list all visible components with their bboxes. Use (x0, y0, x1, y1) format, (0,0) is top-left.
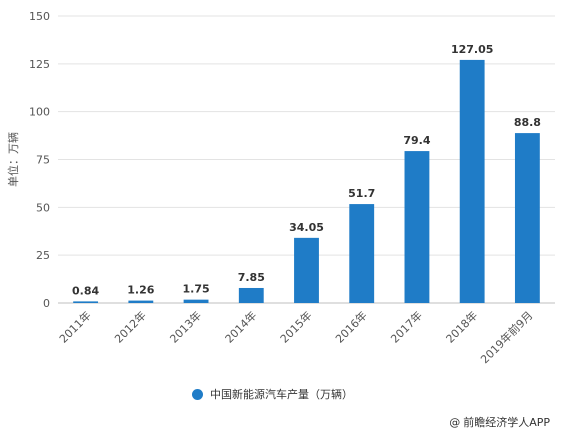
data-label: 1.26 (127, 284, 154, 297)
y-tick-label: 0 (43, 297, 50, 310)
y-tick-label: 50 (36, 201, 50, 214)
data-label: 34.05 (289, 221, 324, 234)
x-tick-label: 2015年 (277, 308, 314, 345)
data-label: 1.75 (182, 283, 209, 296)
bar (404, 151, 430, 303)
legend-swatch (192, 388, 203, 400)
bars (73, 59, 540, 304)
data-label: 0.84 (72, 284, 99, 297)
y-axis-ticks: 0 25 50 75 100 125 150 (29, 10, 50, 310)
source-credit: @ 前瞻经济学人APP (449, 414, 550, 430)
y-tick-label: 125 (29, 58, 50, 71)
y-tick-label: 25 (36, 249, 50, 262)
bar (128, 300, 154, 303)
at-icon: @ (449, 416, 461, 429)
x-tick-label: 2012年 (111, 308, 148, 345)
data-labels: 0.84 1.26 1.75 7.85 34.05 51.7 79.4 127.05 88.8 (72, 43, 541, 297)
bar (349, 204, 375, 303)
x-tick-label: 2019年前9月 (478, 308, 536, 366)
bar (73, 301, 99, 303)
y-axis-label: 单位：万辆 (6, 132, 20, 187)
data-label: 127.05 (451, 43, 493, 56)
bar (238, 287, 264, 303)
bar-chart: 0 25 50 75 100 125 150 0.84 1.26 1.75 7.85 34.05 51… (6, 10, 555, 366)
x-tick-label: 2014年 (222, 308, 259, 345)
bar (294, 237, 319, 303)
x-tick-label: 2017年 (388, 308, 425, 345)
x-tick-label: 2013年 (167, 308, 204, 345)
y-tick-label: 100 (29, 106, 50, 119)
x-axis-ticks: 2011年 2012年 2013年 2014年 2015年 2016年 2017年 2018年… (56, 308, 535, 366)
legend-label: 中国新能源汽车产量（万辆） (210, 388, 353, 401)
source-text: 前瞻经济学人APP (463, 416, 550, 429)
gridlines (58, 15, 555, 304)
x-tick-label: 2018年 (443, 308, 480, 345)
x-tick-label: 2011年 (56, 308, 93, 345)
bar (459, 59, 485, 304)
data-label: 51.7 (348, 187, 375, 200)
legend: 中国新能源汽车产量（万辆） (192, 386, 353, 402)
data-label: 79.4 (403, 134, 430, 147)
data-label: 7.85 (238, 271, 265, 284)
y-tick-label: 75 (36, 154, 50, 167)
bar (183, 299, 209, 303)
bar (514, 133, 540, 303)
x-tick-label: 2016年 (332, 308, 369, 345)
y-tick-label: 150 (29, 10, 50, 23)
data-label: 88.8 (514, 116, 541, 129)
